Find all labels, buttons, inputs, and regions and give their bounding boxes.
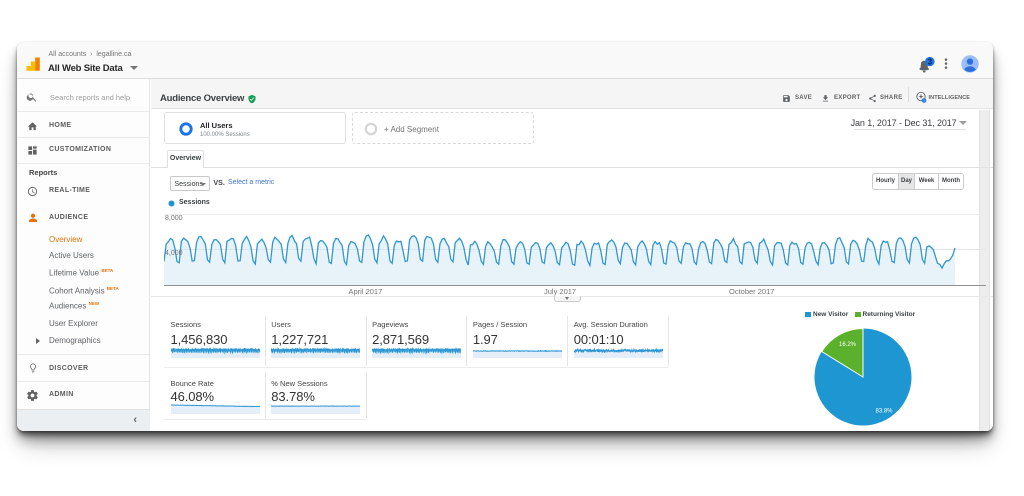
svg-text:83.8%: 83.8% — [876, 409, 894, 415]
svg-text:16.2%: 16.2% — [839, 342, 857, 348]
svg-text:2: 2 — [923, 98, 925, 102]
svg-text:3: 3 — [928, 58, 933, 67]
